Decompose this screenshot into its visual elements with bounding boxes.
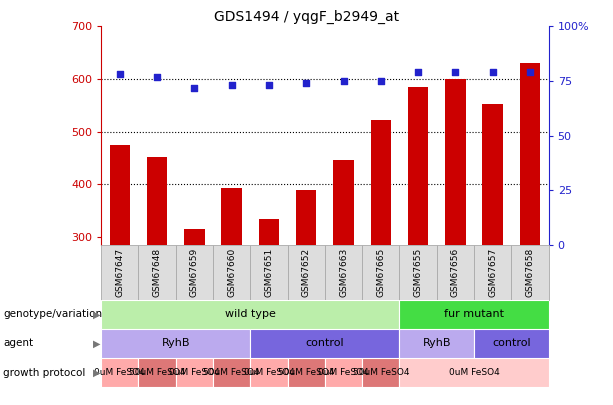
Bar: [250, 358, 287, 387]
Point: [338, 78, 348, 84]
Bar: [520, 63, 540, 245]
Text: control: control: [305, 339, 345, 348]
Text: GSM67647: GSM67647: [115, 248, 124, 297]
Text: fur mutant: fur mutant: [444, 309, 504, 319]
Text: GSM67655: GSM67655: [414, 248, 422, 297]
Text: 50uM FeSO4: 50uM FeSO4: [278, 368, 335, 377]
Bar: [296, 190, 316, 245]
Bar: [213, 245, 250, 300]
Bar: [250, 245, 287, 300]
Point: [413, 69, 423, 75]
Text: 0uM FeSO4: 0uM FeSO4: [94, 368, 145, 377]
Point: [227, 82, 237, 89]
Bar: [362, 245, 400, 300]
Text: 50uM FeSO4: 50uM FeSO4: [129, 368, 185, 377]
Text: GSM67665: GSM67665: [376, 248, 386, 297]
Text: GSM67659: GSM67659: [190, 248, 199, 297]
Bar: [436, 245, 474, 300]
Bar: [445, 79, 466, 245]
Bar: [101, 300, 400, 329]
Text: GSM67657: GSM67657: [488, 248, 497, 297]
Text: GDS1494 / yqgF_b2949_at: GDS1494 / yqgF_b2949_at: [214, 10, 399, 24]
Bar: [400, 245, 436, 300]
Text: GSM67656: GSM67656: [451, 248, 460, 297]
Text: GSM67663: GSM67663: [339, 248, 348, 297]
Point: [525, 69, 535, 75]
Text: 50uM FeSO4: 50uM FeSO4: [204, 368, 260, 377]
Bar: [250, 329, 400, 358]
Bar: [259, 219, 279, 245]
Text: control: control: [492, 339, 531, 348]
Bar: [408, 87, 428, 245]
Point: [115, 71, 124, 78]
Text: GSM67648: GSM67648: [153, 248, 162, 297]
Bar: [325, 358, 362, 387]
Text: wild type: wild type: [225, 309, 276, 319]
Text: ▶: ▶: [93, 339, 100, 348]
Bar: [176, 358, 213, 387]
Point: [264, 82, 274, 89]
Bar: [287, 245, 325, 300]
Point: [451, 69, 460, 75]
Bar: [101, 329, 250, 358]
Bar: [482, 104, 503, 245]
Text: ▶: ▶: [93, 309, 100, 319]
Bar: [101, 245, 139, 300]
Text: GSM67660: GSM67660: [227, 248, 236, 297]
Text: RyhB: RyhB: [422, 339, 451, 348]
Bar: [139, 245, 176, 300]
Point: [488, 69, 498, 75]
Text: ▶: ▶: [93, 368, 100, 377]
Bar: [474, 329, 549, 358]
Bar: [362, 358, 400, 387]
Text: GSM67658: GSM67658: [525, 248, 535, 297]
Text: agent: agent: [3, 339, 33, 348]
Text: 50uM FeSO4: 50uM FeSO4: [352, 368, 409, 377]
Bar: [110, 145, 130, 245]
Text: 0uM FeSO4: 0uM FeSO4: [449, 368, 500, 377]
Bar: [474, 245, 511, 300]
Text: 0uM FeSO4: 0uM FeSO4: [169, 368, 219, 377]
Bar: [400, 329, 474, 358]
Text: GSM67652: GSM67652: [302, 248, 311, 297]
Point: [302, 80, 311, 86]
Text: genotype/variation: genotype/variation: [3, 309, 102, 319]
Bar: [176, 245, 213, 300]
Bar: [333, 160, 354, 245]
Text: GSM67651: GSM67651: [264, 248, 273, 297]
Bar: [184, 229, 205, 245]
Bar: [325, 245, 362, 300]
Text: growth protocol: growth protocol: [3, 368, 85, 377]
Bar: [287, 358, 325, 387]
Bar: [371, 120, 391, 245]
Text: RyhB: RyhB: [161, 339, 190, 348]
Bar: [400, 300, 549, 329]
Bar: [101, 358, 139, 387]
Bar: [221, 188, 242, 245]
Bar: [213, 358, 250, 387]
Bar: [400, 358, 549, 387]
Text: 0uM FeSO4: 0uM FeSO4: [243, 368, 294, 377]
Point: [376, 78, 386, 84]
Text: 0uM FeSO4: 0uM FeSO4: [318, 368, 369, 377]
Point: [189, 84, 199, 91]
Bar: [139, 358, 176, 387]
Bar: [511, 245, 549, 300]
Bar: [147, 157, 167, 245]
Point: [152, 73, 162, 80]
